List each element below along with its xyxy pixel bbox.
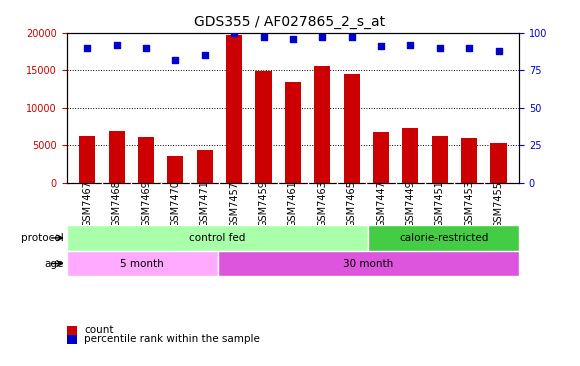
Bar	[491, 143, 506, 183]
Point	[82, 45, 92, 51]
Text: protocol: protocol	[21, 233, 64, 243]
Bar	[167, 156, 183, 183]
Text: GSM7463: GSM7463	[317, 181, 327, 227]
Bar	[461, 138, 477, 183]
Point	[200, 52, 209, 58]
Point	[318, 34, 327, 40]
Bar	[218, 251, 519, 276]
Point	[347, 34, 356, 40]
Text: GSM7468: GSM7468	[111, 181, 122, 227]
Point	[142, 45, 151, 51]
Text: GSM7467: GSM7467	[82, 180, 92, 228]
Point	[112, 42, 121, 48]
Point	[406, 42, 415, 48]
Text: GDS355 / AF027865_2_s_at: GDS355 / AF027865_2_s_at	[194, 15, 386, 29]
Text: GSM7469: GSM7469	[141, 181, 151, 227]
Bar	[368, 225, 519, 251]
Bar	[343, 74, 360, 183]
Text: GSM7461: GSM7461	[288, 181, 298, 227]
Point	[171, 57, 180, 63]
Text: GSM7451: GSM7451	[435, 180, 445, 228]
Text: percentile rank within the sample: percentile rank within the sample	[84, 334, 260, 344]
Bar	[403, 128, 419, 183]
Text: GSM7449: GSM7449	[405, 181, 415, 227]
Text: GSM7471: GSM7471	[200, 180, 210, 228]
Text: GSM7465: GSM7465	[347, 180, 357, 228]
Text: GSM7470: GSM7470	[171, 180, 180, 228]
Bar	[373, 132, 389, 183]
Bar	[79, 137, 95, 183]
Text: age: age	[45, 258, 64, 269]
Text: calorie-restricted: calorie-restricted	[399, 233, 488, 243]
Text: GSM7453: GSM7453	[464, 180, 474, 228]
Point	[259, 34, 268, 40]
Bar	[108, 131, 125, 183]
Text: control fed: control fed	[189, 233, 246, 243]
Bar	[67, 251, 218, 276]
Bar	[285, 82, 301, 183]
Point	[230, 30, 239, 36]
Bar	[138, 137, 154, 183]
Bar	[432, 136, 448, 183]
Bar	[255, 71, 271, 183]
Point	[288, 36, 298, 42]
Text: 30 month: 30 month	[343, 258, 393, 269]
Point	[465, 45, 474, 51]
Bar	[226, 35, 242, 183]
Point	[376, 44, 386, 49]
Text: GSM7447: GSM7447	[376, 180, 386, 228]
Text: GSM7455: GSM7455	[494, 180, 503, 228]
Point	[435, 45, 444, 51]
Text: 5 month: 5 month	[120, 258, 164, 269]
Bar	[197, 150, 213, 183]
Text: GSM7459: GSM7459	[259, 180, 269, 228]
Text: count: count	[84, 325, 114, 335]
Bar	[67, 225, 368, 251]
Text: GSM7457: GSM7457	[229, 180, 239, 228]
Bar	[314, 66, 331, 183]
Point	[494, 48, 503, 54]
